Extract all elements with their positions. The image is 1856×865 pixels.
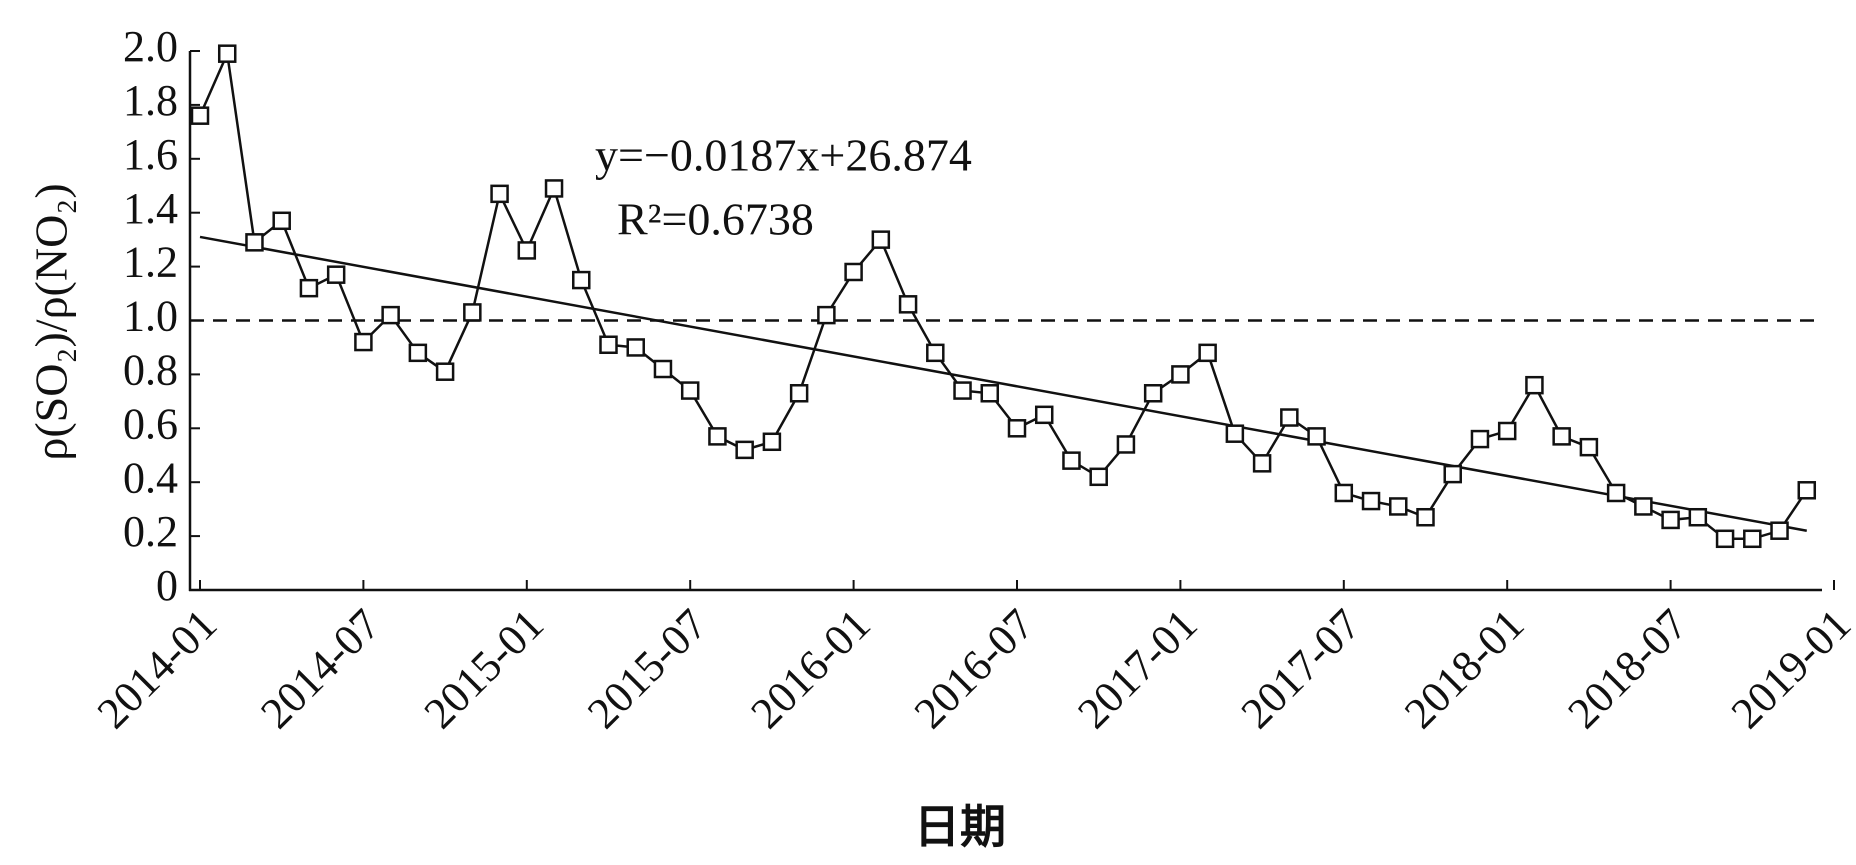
point-marker: [354, 332, 373, 352]
point-marker: [1280, 408, 1299, 427]
x-tick-label: 2019-01: [1722, 600, 1856, 738]
point-marker: [1770, 521, 1789, 540]
point-marker: [680, 381, 700, 400]
point-marker: [1007, 419, 1027, 438]
point-marker: [245, 233, 264, 252]
x-tick-label: 2015-01: [415, 600, 553, 738]
point-marker: [871, 230, 891, 249]
x-tick-label: 2016-01: [741, 600, 879, 738]
x-tick-label: 2016-07: [905, 600, 1043, 738]
point-marker: [1470, 429, 1490, 449]
point-marker: [817, 305, 836, 325]
point-marker: [1661, 510, 1680, 530]
y-axis-title: ρ(SO₂)/ρ(NO₂): [26, 183, 77, 460]
y-tick-label: 1.4: [123, 184, 178, 233]
r-squared-annotation: R²=0.6738: [617, 194, 814, 245]
point-marker: [217, 44, 237, 63]
y-tick-label: 2.0: [123, 22, 178, 71]
point-marker: [626, 338, 645, 357]
x-axis-title: 日期: [914, 802, 1006, 853]
point-marker: [272, 211, 291, 231]
x-tick-label: 2015-07: [578, 600, 716, 738]
point-marker: [1389, 497, 1408, 516]
y-tick-label: 0.6: [123, 399, 178, 448]
series-line: [198, 49, 1808, 541]
point-marker: [1634, 497, 1653, 516]
point-marker: [1198, 343, 1217, 363]
point-marker: [1225, 424, 1245, 443]
point-marker: [381, 305, 400, 325]
point-marker: [1579, 437, 1599, 457]
y-tick-label: 1.2: [123, 238, 178, 287]
point-marker: [1715, 529, 1735, 549]
point-marker: [435, 362, 455, 381]
point-marker: [1334, 483, 1354, 503]
x-tick-label: 2018-07: [1558, 600, 1696, 738]
point-marker: [408, 343, 428, 363]
point-marker: [1497, 421, 1517, 441]
point-marker: [708, 427, 727, 446]
point-marker: [1688, 507, 1708, 527]
point-marker: [653, 359, 673, 379]
point-marker: [898, 295, 918, 314]
point-marker: [572, 270, 591, 290]
point-marker: [789, 384, 809, 403]
point-marker: [1062, 451, 1081, 470]
y-tick-label: 1.8: [123, 76, 178, 125]
y-tick-label: 0.4: [123, 453, 178, 502]
point-marker: [1089, 467, 1108, 487]
point-marker: [926, 343, 945, 363]
point-marker: [517, 241, 537, 260]
x-tick-label: 2017-07: [1232, 600, 1370, 738]
point-marker: [599, 335, 618, 355]
x-tick-label: 2017-01: [1068, 600, 1206, 738]
point-marker: [1443, 464, 1462, 484]
point-marker: [1743, 529, 1762, 549]
point-marker: [953, 381, 972, 400]
point-marker: [463, 303, 482, 322]
point-marker: [1143, 384, 1163, 403]
y-tick-label: 0.8: [123, 345, 178, 394]
point-marker: [735, 440, 754, 460]
point-marker: [1034, 405, 1054, 425]
y-tick-label: 1.6: [123, 130, 178, 179]
point-marker: [762, 432, 782, 452]
y-tick-label: 0: [156, 561, 178, 610]
point-marker: [544, 179, 564, 198]
point-marker: [326, 265, 346, 284]
equation-annotation: y=−0.0187x+26.874: [595, 130, 972, 181]
y-tick-label: 0.2: [123, 507, 178, 556]
point-marker: [1252, 454, 1272, 473]
point-marker: [844, 262, 863, 282]
point-marker: [490, 184, 509, 204]
point-marker: [190, 106, 210, 125]
point-marker: [1606, 483, 1626, 503]
x-tick-label: 2014-01: [88, 600, 226, 738]
x-tick-label: 2018-01: [1395, 600, 1533, 738]
x-tick-label: 2014-07: [251, 600, 389, 738]
point-marker: [1552, 427, 1571, 446]
point-marker: [1416, 507, 1435, 527]
point-marker: [1361, 491, 1381, 511]
point-marker: [1116, 435, 1136, 454]
point-marker: [1797, 481, 1817, 500]
trend-line: [199, 235, 1807, 532]
point-marker: [980, 384, 1000, 403]
point-marker: [299, 278, 319, 298]
point-marker: [1171, 365, 1190, 384]
point-marker: [1525, 375, 1544, 395]
y-tick-label: 1.0: [123, 292, 178, 341]
point-marker: [1307, 427, 1326, 446]
